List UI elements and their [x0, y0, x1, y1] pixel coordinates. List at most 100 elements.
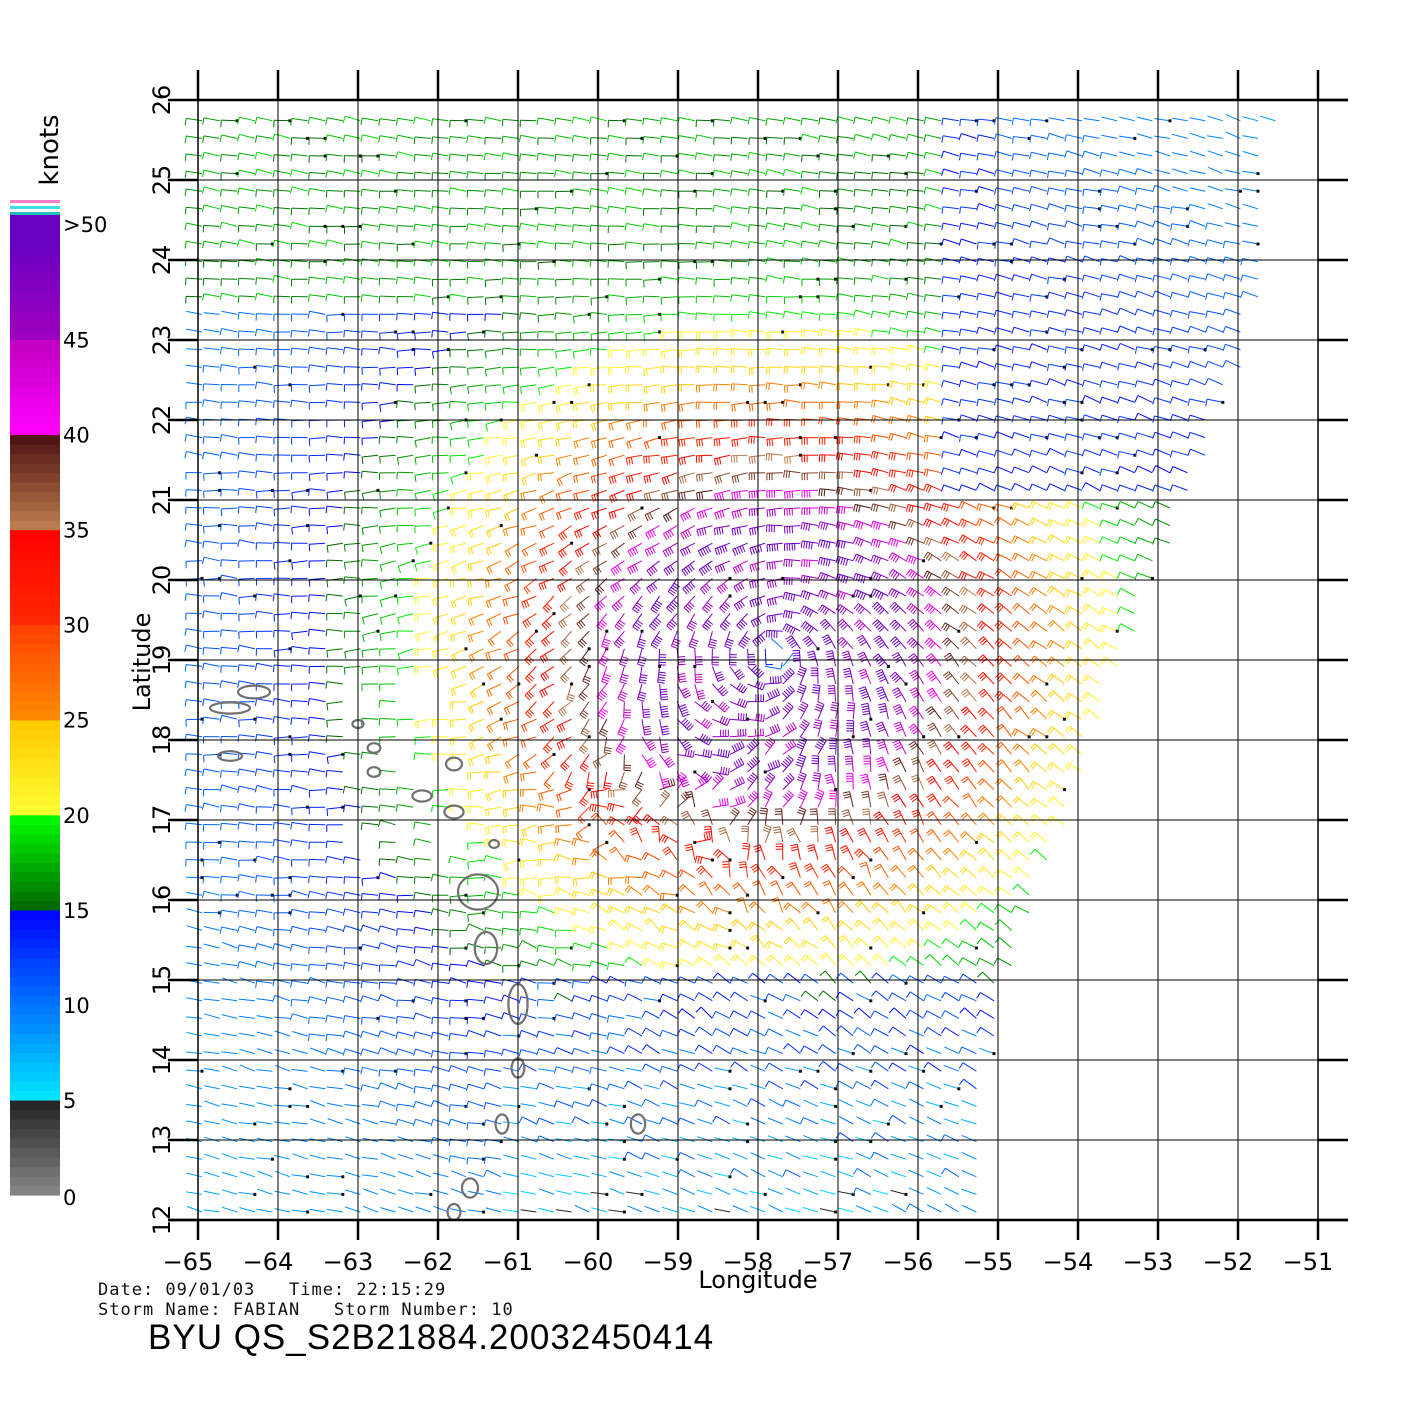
- wind-barb: [819, 507, 835, 515]
- rain-flag-marker: [570, 542, 573, 545]
- wind-barb: [767, 614, 783, 623]
- wind-barb: [739, 631, 751, 648]
- wind-barb: [291, 1000, 308, 1007]
- wind-barb: [894, 722, 906, 737]
- wind-barb: [749, 330, 766, 337]
- wind-barb: [220, 681, 237, 688]
- wind-barb: [924, 364, 941, 371]
- wind-barb: [646, 526, 660, 540]
- wind-barb: [678, 1009, 695, 1019]
- wind-barb: [274, 314, 290, 321]
- wind-barb: [362, 666, 378, 674]
- wind-barb: [575, 526, 590, 539]
- wind-barb: [1170, 485, 1187, 492]
- wind-barb: [292, 1032, 307, 1037]
- wind-barb: [819, 558, 836, 567]
- wind-barb: [204, 1191, 220, 1194]
- wind-barb: [572, 838, 589, 845]
- wind-barb: [344, 225, 362, 234]
- wind-barb: [221, 630, 238, 637]
- wind-barb: [733, 1100, 748, 1107]
- wind-barb: [486, 543, 501, 555]
- wind-barb: [768, 1136, 783, 1142]
- wind-barb: [1012, 906, 1029, 913]
- rain-flag-marker: [289, 735, 292, 738]
- wind-barb: [807, 845, 818, 860]
- wind-barb: [1065, 221, 1082, 228]
- wind-barb: [837, 365, 854, 372]
- wind-barb: [978, 637, 994, 649]
- wind-barb: [1135, 573, 1154, 580]
- wind-barb: [608, 367, 624, 375]
- wind-barb: [677, 718, 693, 730]
- wind-barb: [1172, 169, 1187, 174]
- wind-barb: [521, 1210, 537, 1212]
- wind-barb: [713, 242, 730, 249]
- wind-barb: [1047, 346, 1064, 353]
- wind-barb: [626, 137, 644, 145]
- wind-barb: [679, 420, 695, 428]
- wind-barb: [397, 929, 414, 936]
- wind-barb: [994, 587, 1011, 596]
- wind-barb: [677, 870, 694, 878]
- wind-barb: [185, 241, 202, 248]
- legend-swatch: [10, 1185, 60, 1195]
- wind-barb: [801, 974, 818, 983]
- wind-barb: [1242, 241, 1259, 246]
- wind-barb: [467, 806, 483, 813]
- wind-barb: [959, 380, 976, 387]
- wind-barb: [871, 1152, 888, 1159]
- wind-barb: [889, 993, 906, 1001]
- wind-barb: [765, 941, 783, 948]
- wind-barb: [677, 737, 692, 750]
- wind-barb: [521, 385, 537, 394]
- wind-barb: [714, 366, 730, 373]
- wind-barb: [1047, 238, 1065, 245]
- wind-barb: [579, 735, 591, 753]
- wind-barb: [942, 1028, 959, 1037]
- wind-barb: [942, 902, 959, 913]
- wind-barb: [697, 490, 713, 499]
- wind-barb: [362, 876, 380, 886]
- wind-barb: [503, 455, 519, 465]
- wind-barb: [592, 508, 607, 520]
- wind-barb: [308, 769, 325, 776]
- legend-swatch: [10, 767, 60, 777]
- wind-barb: [608, 172, 625, 179]
- wind-barb: [625, 224, 642, 231]
- wind-barb: [626, 402, 642, 409]
- wind-barb: [1206, 293, 1223, 300]
- wind-barb: [1170, 345, 1187, 352]
- wind-barb: [960, 119, 978, 126]
- wind-barb: [202, 187, 219, 194]
- wind-barb: [255, 961, 272, 968]
- wind-barb: [925, 955, 941, 966]
- wind-barb: [765, 706, 779, 719]
- wind-barb: [962, 759, 977, 772]
- wind-barb: [802, 473, 818, 480]
- wind-barb: [378, 1031, 395, 1038]
- rain-flag-marker: [746, 1140, 749, 1143]
- wind-barb: [609, 847, 624, 860]
- wind-barb: [906, 415, 923, 422]
- wind-barb: [787, 828, 801, 842]
- wind-barb: [1012, 621, 1029, 631]
- wind-barb: [783, 624, 800, 635]
- wind-barb: [889, 328, 906, 335]
- wind-barb: [327, 490, 343, 499]
- wind-barb: [785, 1083, 800, 1089]
- wind-barb: [801, 118, 818, 125]
- wind-barb: [573, 313, 590, 324]
- wind-barb: [380, 631, 396, 641]
- rain-flag-marker: [359, 155, 362, 158]
- legend-label: 20: [63, 804, 90, 828]
- wind-barb: [679, 455, 695, 465]
- wind-barb: [538, 473, 554, 481]
- wind-barb: [414, 137, 431, 144]
- wind-barb: [609, 1172, 624, 1177]
- wind-barb: [889, 433, 906, 440]
- wind-barb: [961, 1119, 976, 1124]
- wind-barb: [907, 243, 924, 250]
- wind-barb: [186, 876, 204, 879]
- legend-swatch: [10, 587, 60, 597]
